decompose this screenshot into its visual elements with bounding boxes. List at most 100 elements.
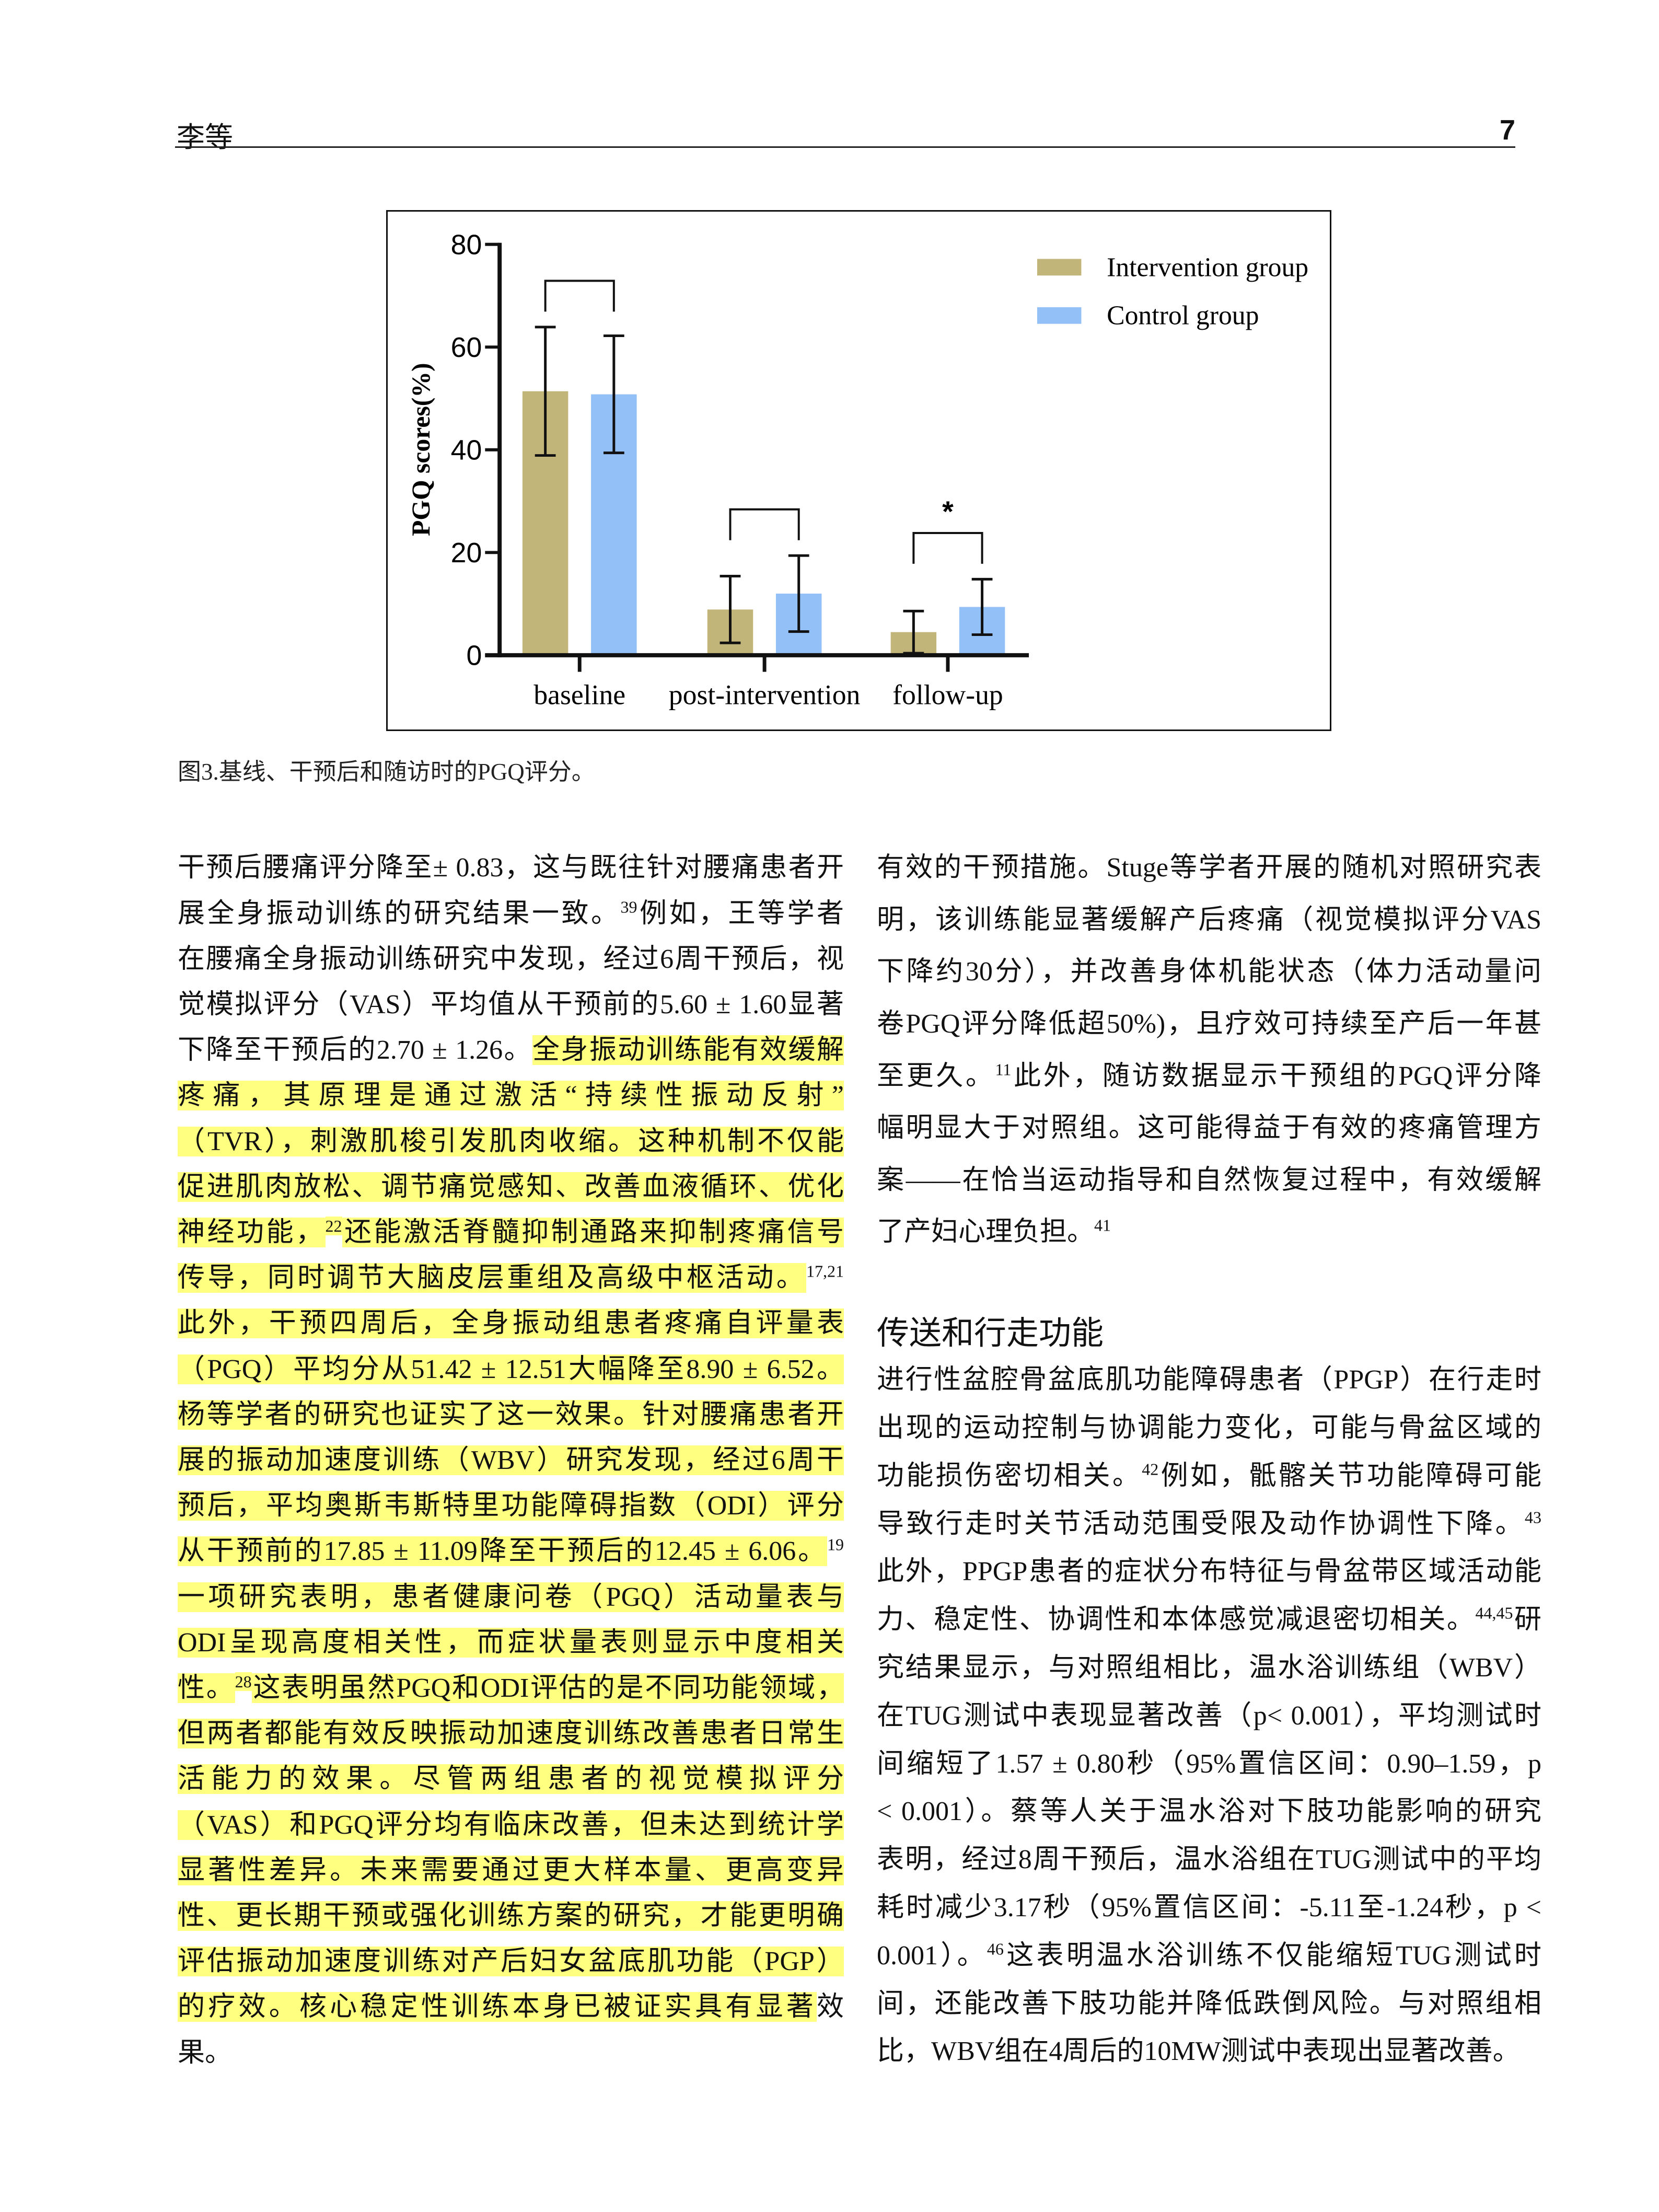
text-segment: 这表明温水浴训练不仅能缩短TUG测试时	[1003, 1940, 1541, 1971]
text-line: 间缩短了1.57 ± 0.80秒（95%置信区间：0.90–1.59，p	[877, 1740, 1541, 1788]
text-line: 评估振动加速度训练对产后妇女盆底肌功能（PGP）	[178, 1939, 844, 1984]
text-line: 出现的运动控制与协调能力变化，可能与骨盆区域的	[877, 1404, 1541, 1452]
text-line: 下降约30分），并改善身体机能状态（体力活动量问	[877, 946, 1541, 998]
text-line: 在TUG测试中表现显著改善（p< 0.001），平均测试时	[877, 1692, 1541, 1740]
comparison-bracket	[544, 280, 615, 312]
text-line: 从干预前的17.85 ± 11.09降至干预后的12.45 ± 6.06。19	[178, 1528, 844, 1574]
text-line: 功能损伤密切相关。42例如，骶髂关节功能障碍可能	[877, 1452, 1541, 1500]
citation-superscript: 11	[995, 1060, 1012, 1079]
significance-marker: *	[942, 495, 954, 528]
citation-superscript: 39	[620, 897, 637, 917]
text-line: 案——在恰当运动指导和自然恢复过程中，有效缓解	[877, 1154, 1541, 1207]
highlighted-text: 显著性差异。未来需要通过更大样本量、更高变异	[178, 1855, 844, 1885]
text-segment: 干预后腰痛评分降至± 0.83，这与既往针对腰痛患者开	[178, 853, 844, 883]
comparison-bracket	[729, 508, 800, 540]
text-line: 性。28这表明虽然PGQ和ODI评估的是不同功能领域，	[178, 1665, 844, 1711]
y-tick-label: 40	[451, 435, 482, 466]
highlighted-text: （VAS）和PGQ评分均有临床改善，但未达到统计学	[178, 1810, 844, 1840]
citation-superscript: 42	[1142, 1460, 1159, 1479]
text-line: 下降至干预后的2.70 ± 1.26。全身振动训练能有效缓解	[178, 1027, 844, 1073]
comparison-bracket	[912, 531, 983, 564]
legend-swatch	[1037, 307, 1082, 324]
x-tick-label: baseline	[533, 679, 625, 710]
text-line: 耗时减少3.17秒（95%置信区间：-5.11至-1.24秒，p <	[877, 1884, 1541, 1932]
text-segment: 了产妇心理负担。	[877, 1217, 1095, 1247]
text-line: 预后，平均奥斯韦斯特里功能障碍指数（ODI）评分	[178, 1483, 844, 1528]
text-segment: 下降至干预后的2.70 ± 1.26。	[178, 1035, 532, 1066]
highlighted-text: 杨等学者的研究也证实了这一效果。针对腰痛患者开	[178, 1399, 844, 1430]
text-line: 但两者都能有效反映振动加速度训练改善患者日常生	[178, 1711, 844, 1756]
legend-label: Intervention group	[1107, 252, 1308, 282]
highlighted-text: 活能力的效果。尽管两组患者的视觉模拟评分	[178, 1764, 844, 1794]
text-segment: 耗时减少3.17秒（95%置信区间：-5.11至-1.24秒，p <	[877, 1892, 1541, 1923]
text-line: 果。	[178, 2030, 844, 2076]
text-line: （VAS）和PGQ评分均有临床改善，但未达到统计学	[178, 1802, 844, 1848]
text-line: 在腰痛全身振动训练研究中发现，经过6周干预后，视	[178, 936, 844, 982]
highlighted-text: 传导，同时调节大脑皮层重组及高级中枢活动。	[178, 1263, 806, 1293]
text-line: 此外，干预四周后，全身振动组患者疼痛自评量表	[178, 1301, 844, 1346]
highlighted-text: 此外，干预四周后，全身振动组患者疼痛自评量表	[178, 1308, 844, 1339]
text-line: 一项研究表明，患者健康问卷（PGQ）活动量表与	[178, 1574, 844, 1620]
text-line: 至更久。11此外，随访数据显示干预组的PGQ评分降	[877, 1050, 1541, 1103]
legend-swatch	[1037, 259, 1082, 276]
text-line: （TVR），刺激肌梭引发肌肉收缩。这种机制不仅能	[178, 1119, 844, 1164]
page-number: 7	[1500, 114, 1516, 146]
text-segment: 下降约30分），并改善身体机能状态（体力活动量问	[877, 957, 1541, 987]
text-segment: 表明，经过8周干预后，温水浴组在TUG测试中的平均	[877, 1845, 1541, 1875]
highlighted-text: 展的振动加速度训练（WBV）研究发现，经过6周干	[178, 1445, 844, 1475]
text-line: 神经功能，22还能激活脊髓抑制通路来抑制疼痛信号	[178, 1210, 844, 1255]
highlighted-text: 预后，平均奥斯韦斯特里功能障碍指数（ODI）评分	[178, 1491, 844, 1521]
text-segment: < 0.001）。蔡等人关于温水浴对下肢功能影响的研究	[877, 1797, 1541, 1827]
text-segment: 导致行走时关节活动范围受限及动作协调性下降。	[877, 1509, 1525, 1539]
text-segment: 在腰痛全身振动训练研究中发现，经过6周干预后，视	[178, 944, 844, 974]
header-rule	[175, 146, 1515, 148]
text-segment: 力、稳定性、协调性和本体感觉减退密切相关。	[877, 1605, 1476, 1635]
text-line: 杨等学者的研究也证实了这一效果。针对腰痛患者开	[178, 1392, 844, 1438]
text-line: 力、稳定性、协调性和本体感觉减退密切相关。44,45研	[877, 1596, 1541, 1644]
citation-superscript: 22	[325, 1216, 342, 1235]
text-segment: 展全身振动训练的研究结果一致。	[178, 898, 621, 929]
text-segment: 出现的运动控制与协调能力变化，可能与骨盆区域的	[877, 1412, 1541, 1443]
highlighted-text: ODI呈现高度相关性，而症状量表则显示中度相关	[178, 1627, 844, 1658]
highlighted-text: 评估振动加速度训练对产后妇女盆底肌功能（PGP）	[178, 1947, 844, 1977]
text-line: 显著性差异。未来需要通过更大样本量、更高变异	[178, 1848, 844, 1893]
text-segment: 0.001）。	[877, 1940, 987, 1971]
text-segment: 此外，PPGP患者的症状分布特征与骨盆带区域活动能	[877, 1557, 1541, 1587]
highlighted-text: （TVR），刺激肌梭引发肌肉收缩。这种机制不仅能	[178, 1126, 844, 1156]
y-tick-label: 80	[451, 229, 482, 261]
text-line: （PGQ）平均分从51.42 ± 12.51大幅降至8.90 ± 6.52。	[178, 1347, 844, 1392]
highlighted-text: 从干预前的17.85 ± 11.09降至干预后的12.45 ± 6.06。	[178, 1536, 827, 1567]
text-segment: 此外，随访数据显示干预组的PGQ评分降	[1011, 1061, 1541, 1091]
text-line: 明，该训练能显著缓解产后疼痛（视觉模拟评分VAS	[877, 894, 1541, 946]
text-segment: 至更久。	[877, 1061, 995, 1091]
text-segment: 究结果显示，与对照组相比，温水浴训练组（WBV）	[877, 1652, 1541, 1683]
text-segment: 比，WBV组在4周后的10MW测试中表现出显著改善。	[877, 2036, 1520, 2067]
text-segment: 研	[1513, 1605, 1541, 1635]
text-segment: 有效的干预措施。Stuge等学者开展的随机对照研究表	[877, 853, 1541, 883]
citation-superscript: 46	[987, 1939, 1004, 1959]
text-line: 干预后腰痛评分降至± 0.83，这与既往针对腰痛患者开	[178, 845, 844, 890]
text-line: 促进肌肉放松、调节痛觉感知、改善血液循环、优化	[178, 1164, 844, 1210]
x-tick-label: post-intervention	[669, 679, 861, 710]
highlighted-text: 疼痛，其原理是通过激活“持续性振动反射”	[178, 1081, 844, 1111]
text-segment: 进行性盆腔骨盆底肌功能障碍患者（PPGP）在行走时	[877, 1365, 1541, 1395]
text-line: 疼痛，其原理是通过激活“持续性振动反射”	[178, 1073, 844, 1118]
citation-superscript: 44,45	[1475, 1603, 1513, 1623]
text-segment: 效	[816, 1992, 844, 2022]
pgq-bar-chart: * 0 20 40 60 80 baseline post-intervention follo…	[386, 210, 1331, 731]
text-segment: 功能损伤密切相关。	[877, 1461, 1142, 1491]
citation-superscript: 41	[1094, 1216, 1111, 1235]
highlighted-text: 性、更长期干预或强化训练方案的研究，才能更明确	[178, 1901, 844, 1931]
y-axis-label: PGQ scores(%)	[407, 363, 435, 536]
text-line: < 0.001）。蔡等人关于温水浴对下肢功能影响的研究	[877, 1788, 1541, 1836]
text-line: 性、更长期干预或强化训练方案的研究，才能更明确	[178, 1893, 844, 1939]
text-line: 究结果显示，与对照组相比，温水浴训练组（WBV）	[877, 1644, 1541, 1692]
highlighted-text: 性。	[178, 1673, 235, 1703]
citation-superscript: 17,21	[806, 1261, 844, 1281]
text-line: 卷PGQ评分降低超50%)，且疗效可持续至产后一年甚	[877, 998, 1541, 1050]
text-line: ODI呈现高度相关性，而症状量表则显示中度相关	[178, 1620, 844, 1665]
text-line: 间，还能改善下肢功能并降低跌倒风险。与对照组相	[877, 1980, 1541, 2028]
x-tick-label: follow-up	[892, 679, 1003, 710]
text-segment: 间，还能改善下肢功能并降低跌倒风险。与对照组相	[877, 1988, 1541, 2019]
highlighted-text: 还能激活脊髓抑制通路来抑制疼痛信号	[342, 1218, 844, 1247]
